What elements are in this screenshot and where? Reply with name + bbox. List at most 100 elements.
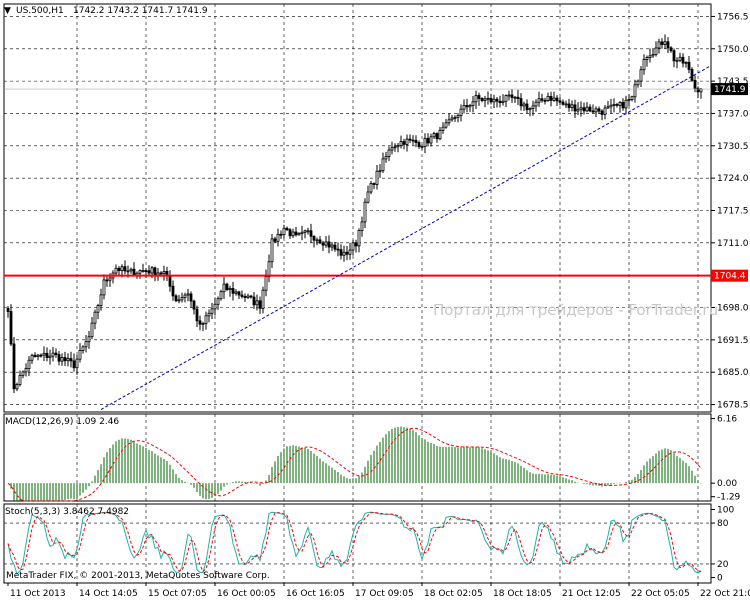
candle-body [561,101,565,105]
candle-body [330,244,334,248]
candle-body [231,288,235,294]
candle-body [261,289,265,309]
candle-body [537,98,541,103]
candle-body [543,99,547,102]
candle-body [123,266,127,272]
candle-body [276,233,280,242]
stoch-tick-label: 20 [717,560,729,570]
candle-body [555,97,559,102]
candle-body [192,300,196,310]
candle-body [534,101,538,107]
candle-body [360,221,364,231]
candle-body [303,230,307,233]
candle-body [582,107,586,112]
candle-body [699,88,703,93]
candle-body [528,108,532,111]
stoch-tick-label: 100 [717,505,734,515]
candle-body [27,359,31,369]
stoch-panel[interactable] [3,503,712,584]
candle-body [516,96,520,99]
candle-body [672,50,676,62]
price-panel[interactable] [3,3,712,413]
candle-body [399,141,403,147]
candle-body [63,357,67,362]
candle-body [270,238,274,263]
candle-body [90,322,94,338]
candle-body [339,249,343,256]
candle-body [600,110,604,115]
support-price-tag [711,269,748,282]
candle-body [249,295,253,298]
candle-body [624,99,628,109]
current-price-label: 1741.9 [714,85,746,95]
candle-body [198,320,202,325]
candle-body [132,268,136,276]
candle-body [306,230,310,233]
time-label: 14 Oct 14:05 [79,589,138,599]
time-label: 22 Oct 21:05 [700,589,750,599]
candle-body [417,142,421,148]
candle-body [462,105,466,110]
candle-body [6,308,10,312]
price-tick-label: 1737.0 [717,109,749,119]
candle-body [144,270,148,272]
candle-body [438,129,442,140]
price-tick-label: 1743.5 [717,77,749,87]
candle-body [189,293,193,302]
candle-body [546,96,550,102]
candle-body [345,251,349,255]
candle-body [12,343,16,390]
candle-body [390,147,394,151]
candle-body [240,294,244,297]
macd-label: MACD(12,26,9) 1.09 2.46 [5,417,119,427]
price-tick-label: 1724.0 [717,174,749,184]
candle-body [591,110,595,113]
candle-body [36,354,40,357]
candle-body [444,122,448,128]
candle-body [87,336,91,343]
price-tick-label: 1756.5 [717,12,749,22]
candle-body [267,261,271,278]
candle-body [471,101,475,107]
trendline[interactable] [100,65,711,410]
symbol-label: US.500,H1 [16,6,64,16]
candle-body [414,139,418,143]
candle-body [18,374,22,385]
candle-body [108,277,112,281]
candle-body [243,296,247,298]
candle-body [33,354,37,357]
support-price-label: 1704.4 [714,272,746,282]
candle-body [129,268,133,272]
candle-body [141,270,145,272]
candle-body [279,233,283,236]
candle-body [618,101,622,106]
candle-body [45,352,49,358]
candle-body [660,41,664,45]
candle-body [336,248,340,251]
macd-signal-line [7,427,702,502]
candle-body [396,145,400,148]
candle-body [48,355,52,358]
candle-body [99,294,103,306]
candle-body [429,136,433,144]
candle-body [456,115,460,118]
candle-body [402,141,406,145]
candle-body [435,133,439,140]
candle-body [105,279,109,282]
time-label: 16 Oct 16:05 [286,589,345,599]
price-tick-label: 1717.5 [717,206,749,216]
candle-body [690,69,694,81]
candle-body [333,244,337,250]
time-label: 22 Oct 05:05 [631,589,690,599]
price-tick-label: 1750.0 [717,45,749,55]
macd-panel[interactable] [3,413,712,502]
candle-body [567,103,571,108]
candle-body [405,138,409,145]
candle-body [510,94,514,98]
candle-body [468,105,472,108]
candle-body [504,95,508,102]
candle-body [171,285,175,297]
candle-body [465,105,469,108]
